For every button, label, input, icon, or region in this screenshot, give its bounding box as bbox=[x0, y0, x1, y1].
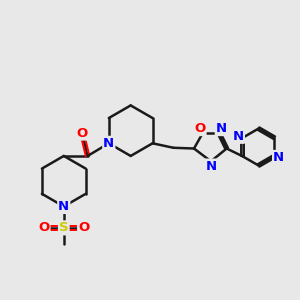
Text: O: O bbox=[76, 127, 87, 140]
Text: N: N bbox=[233, 130, 244, 143]
Text: N: N bbox=[206, 160, 217, 172]
Text: S: S bbox=[59, 221, 69, 234]
Text: O: O bbox=[194, 122, 206, 135]
Text: O: O bbox=[78, 221, 89, 234]
Text: N: N bbox=[273, 151, 284, 164]
Text: N: N bbox=[216, 122, 227, 135]
Text: N: N bbox=[58, 200, 69, 213]
Text: O: O bbox=[38, 221, 50, 234]
Text: N: N bbox=[103, 137, 114, 150]
